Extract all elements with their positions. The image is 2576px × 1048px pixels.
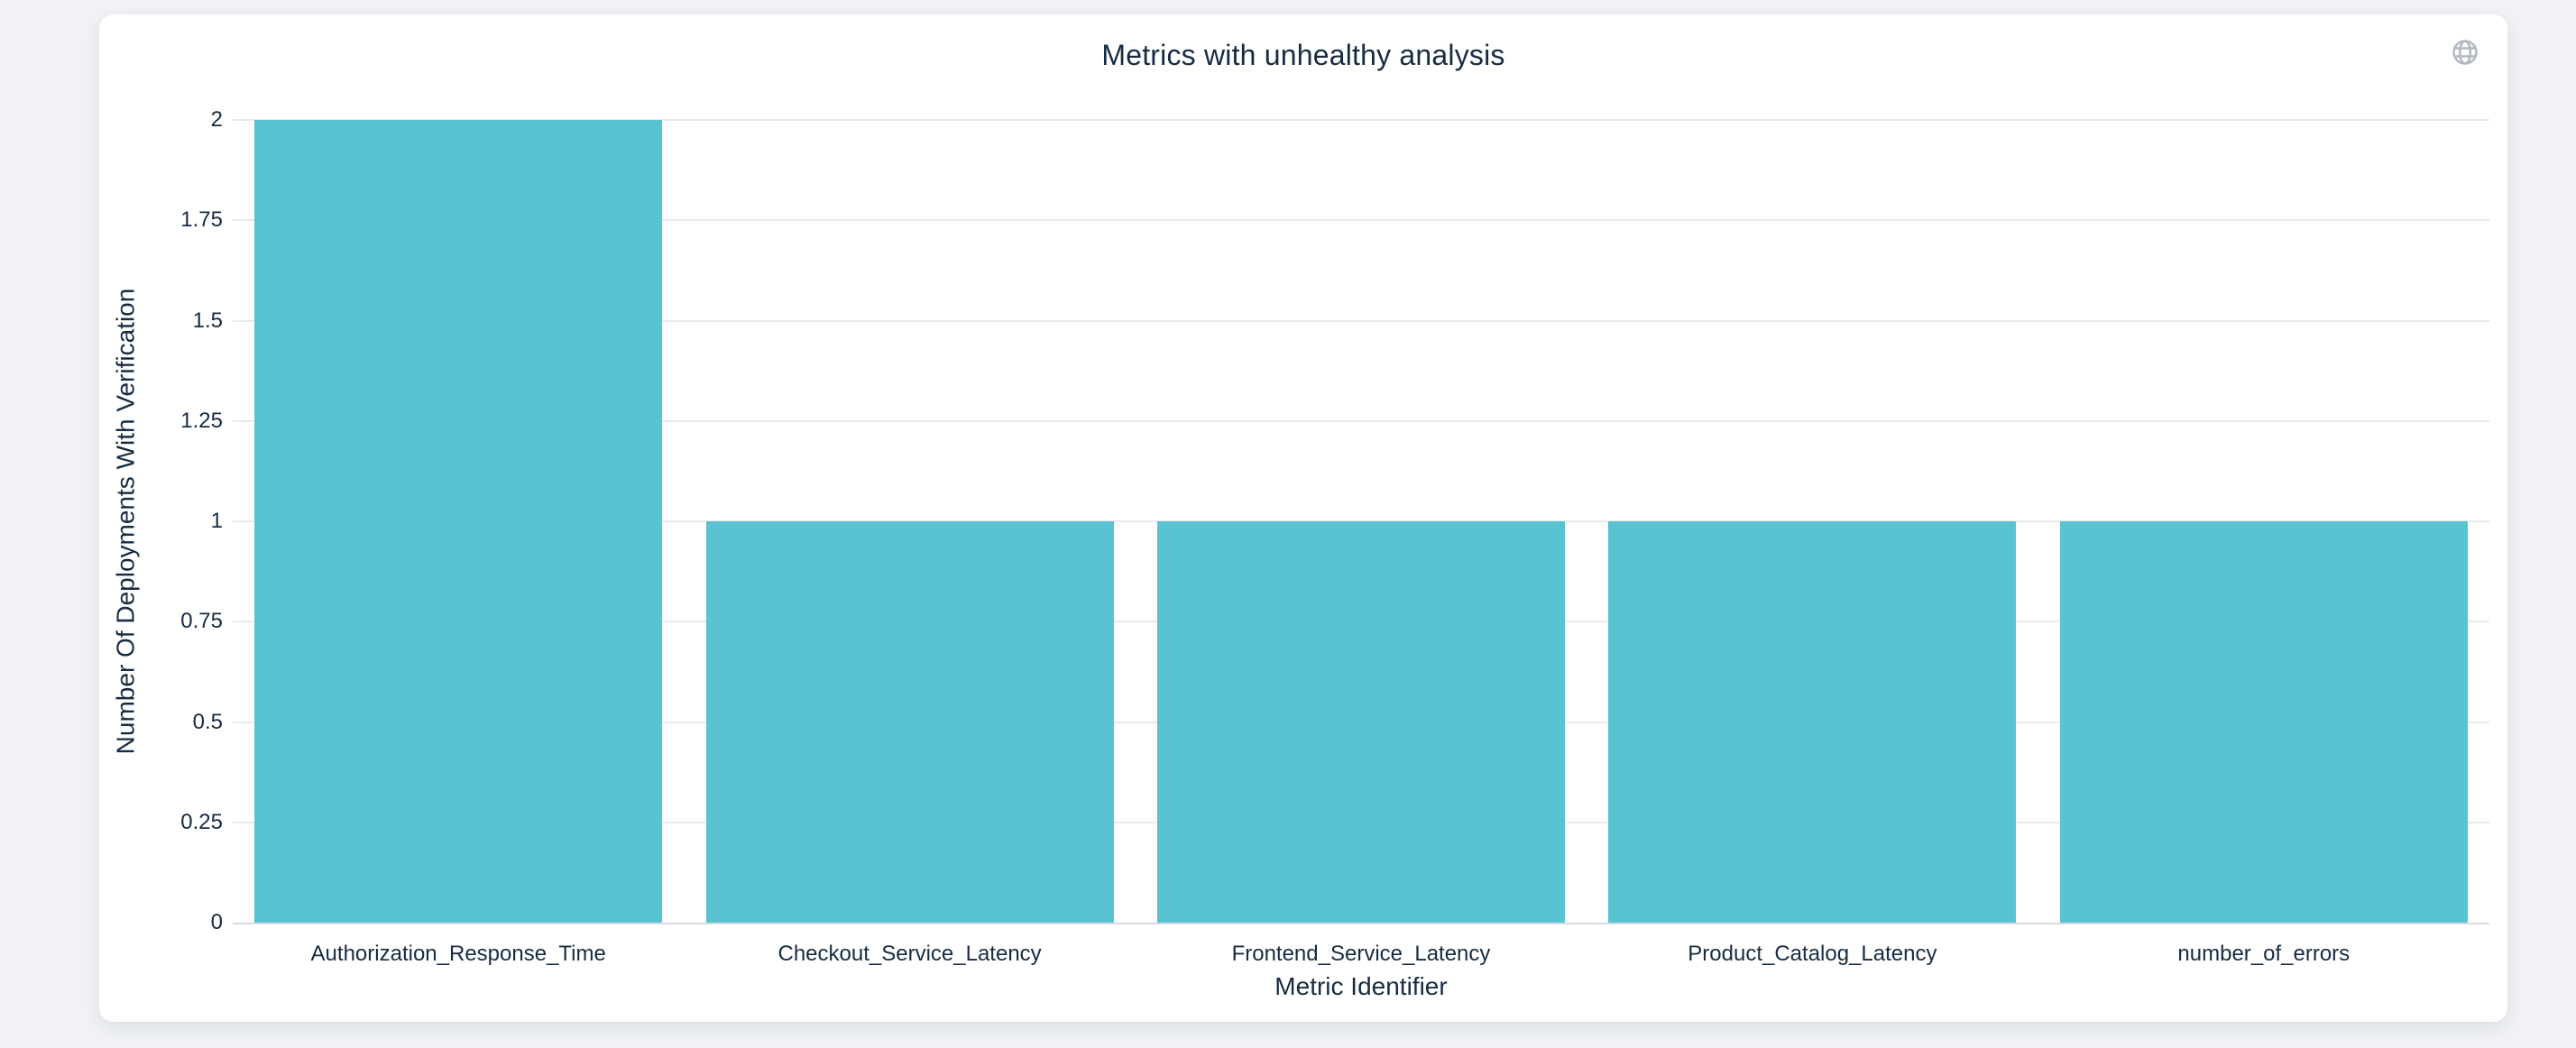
gridline bbox=[233, 219, 2489, 222]
chart-title: Metrics with unhealthy analysis bbox=[1101, 39, 1505, 71]
y-tick-label: 1 bbox=[210, 509, 223, 533]
bar-Frontend_Service_Latency[interactable] bbox=[1156, 521, 1565, 923]
x-axis-zero-line bbox=[233, 923, 2489, 924]
gridline bbox=[233, 119, 2489, 121]
y-tick-label: 0 bbox=[210, 910, 223, 934]
plot-area: 0 0.25 0.5 0.75 1 1.25 1.5 1.75 2 Authorization_R… bbox=[180, 107, 2489, 1000]
gridline bbox=[233, 319, 2489, 322]
y-tick-label: 0.25 bbox=[180, 809, 223, 834]
bar-Checkout_Service_Latency[interactable] bbox=[705, 521, 1114, 923]
x-tick-label: Frontend_Service_Latency bbox=[1231, 942, 1491, 966]
bar-Product_Catalog_Latency[interactable] bbox=[1608, 521, 2017, 923]
y-tick-label: 2 bbox=[210, 107, 223, 132]
x-tick-label: Checkout_Service_Latency bbox=[777, 942, 1042, 966]
gridline bbox=[233, 419, 2489, 422]
y-tick-label: 0.5 bbox=[192, 709, 223, 734]
bar-Authorization_Response_Time[interactable] bbox=[254, 120, 663, 923]
x-tick-label: Authorization_Response_Time bbox=[310, 942, 606, 966]
y-tick-label: 0.75 bbox=[180, 609, 223, 634]
y-tick-label: 1.5 bbox=[192, 308, 223, 333]
x-tick-label: number_of_errors bbox=[2177, 942, 2351, 966]
y-tick-label: 1.25 bbox=[180, 408, 223, 433]
globe-button[interactable] bbox=[2451, 38, 2479, 67]
bar-number_of_errors[interactable] bbox=[2059, 521, 2468, 923]
x-axis-title: Metric Identifier bbox=[1274, 972, 1448, 1000]
x-tick-label: Product_Catalog_Latency bbox=[1688, 942, 1937, 966]
y-tick-label: 1.75 bbox=[180, 207, 223, 233]
chart-card: Metrics with unhealthy analysis 0 0.25 0.5… bbox=[99, 14, 2507, 1022]
globe-icon bbox=[2451, 38, 2479, 67]
